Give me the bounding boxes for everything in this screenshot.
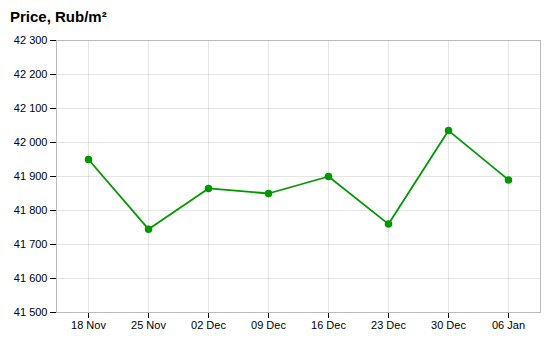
svg-text:41 900: 41 900 xyxy=(14,170,48,182)
svg-text:41 500: 41 500 xyxy=(14,306,48,318)
svg-text:41 800: 41 800 xyxy=(14,204,48,216)
svg-text:41 700: 41 700 xyxy=(14,238,48,250)
svg-text:02 Dec: 02 Dec xyxy=(191,319,226,331)
svg-text:42 100: 42 100 xyxy=(14,102,48,114)
svg-text:06 Jan: 06 Jan xyxy=(492,319,525,331)
svg-text:41 600: 41 600 xyxy=(14,272,48,284)
svg-text:25 Nov: 25 Nov xyxy=(131,319,166,331)
svg-text:09 Dec: 09 Dec xyxy=(251,319,286,331)
svg-text:16 Dec: 16 Dec xyxy=(311,319,346,331)
svg-text:42 300: 42 300 xyxy=(14,34,48,46)
svg-text:30 Dec: 30 Dec xyxy=(431,319,466,331)
svg-text:42 000: 42 000 xyxy=(14,136,48,148)
svg-text:42 200: 42 200 xyxy=(14,68,48,80)
svg-text:18 Nov: 18 Nov xyxy=(71,319,106,331)
html-text:Price, Rub/m²: Price, Rub/m² xyxy=(10,8,107,25)
svg-text:23 Dec: 23 Dec xyxy=(371,319,406,331)
